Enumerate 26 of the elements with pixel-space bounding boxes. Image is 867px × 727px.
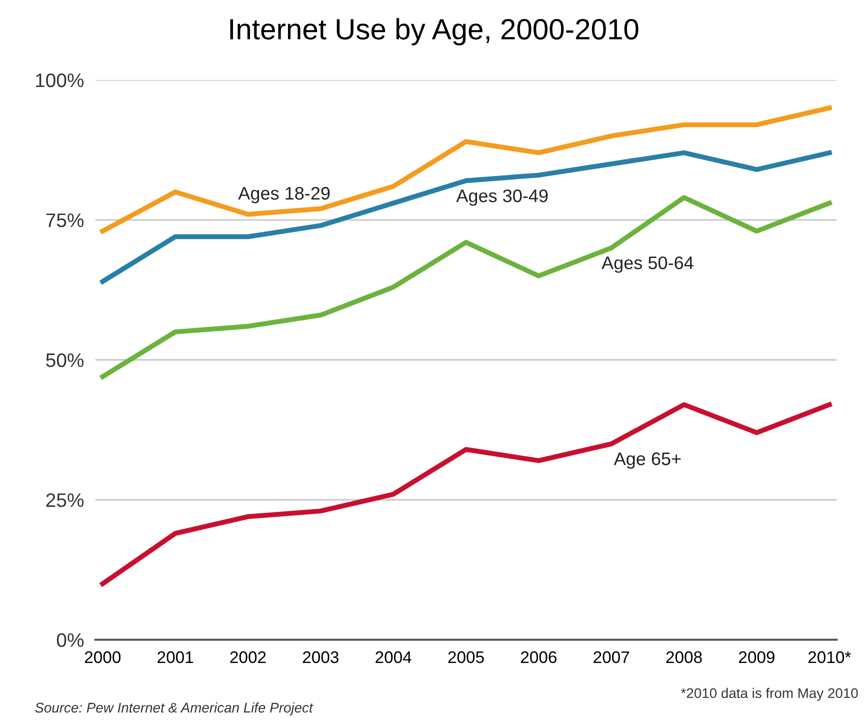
chart-title: Internet Use by Age, 2000-2010	[230, 18, 638, 46]
line-series	[100, 402, 832, 586]
series-label: Ages 50-64	[602, 256, 694, 273]
x-tick-label: 2010*	[808, 651, 851, 664]
x-tick-label: 2005	[448, 651, 484, 664]
x-tick-label: 2008	[666, 651, 702, 664]
x-tick-label: 2003	[302, 651, 338, 664]
source-note: Source: Pew Internet & American Life Project	[35, 702, 314, 716]
series-label: Age 65+	[614, 452, 681, 469]
y-tick-label: 75%	[46, 213, 84, 228]
y-tick-label: 25%	[46, 493, 84, 508]
text: *2010 data is from May 2010	[680, 688, 858, 701]
x-tick-label: 2004	[376, 651, 412, 664]
series-label: Ages 30-49	[456, 189, 548, 206]
x-tick-label: 2001	[158, 651, 194, 664]
x-tick-label: 2009	[739, 651, 774, 664]
y-tick-label: 100%	[36, 73, 84, 88]
line-series	[100, 150, 832, 284]
x-tick-label: 2007	[594, 651, 630, 664]
x-tick-label: 2006	[520, 651, 556, 664]
y-tick-label: 0%	[56, 633, 84, 647]
series-label: Ages 18-29	[238, 186, 330, 204]
line-series	[100, 106, 832, 234]
y-tick-label: 50%	[46, 353, 84, 368]
x-tick-label: 2002	[230, 651, 266, 664]
x-tick-label: 2000	[84, 651, 121, 664]
